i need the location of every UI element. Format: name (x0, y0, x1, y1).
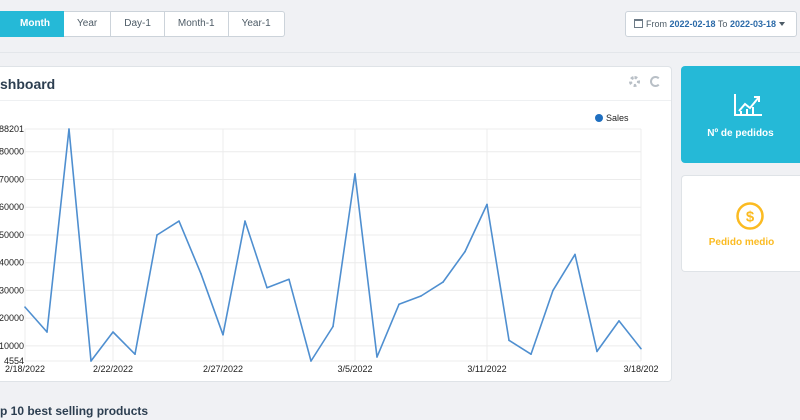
tab-day-1[interactable]: Day-1 (111, 11, 165, 37)
sales-line-chart: 88201 80000 70000 60000 50000 40000 30000 20000… (0, 113, 659, 374)
section-title: p 10 best selling products (0, 404, 149, 418)
tab-month[interactable]: Month (0, 11, 64, 37)
data-point (530, 353, 532, 356)
y-tick-label: 88201 (0, 124, 24, 134)
data-point (442, 281, 444, 283)
tab-year-1[interactable]: Year-1 (228, 11, 285, 37)
panel-title: shboard (0, 76, 56, 92)
chevron-down-icon (778, 22, 785, 26)
y-tick-label: 60000 (0, 202, 24, 212)
x-tick-label: 2/18/2022 (5, 364, 45, 374)
panel-header: shboard (0, 67, 671, 101)
x-tick-label: 3/18/202 (623, 364, 658, 374)
chart-up-icon (734, 94, 762, 116)
period-selector: Month Year Day-1 Month-1 Year-1 (0, 11, 285, 37)
tab-month-1[interactable]: Month-1 (164, 11, 229, 37)
data-point (266, 286, 268, 289)
data-point (574, 253, 576, 256)
date-from-value: 2022-02-18 (669, 19, 716, 29)
data-point (68, 128, 70, 130)
data-point (376, 356, 378, 358)
data-point (618, 320, 620, 322)
x-tick-label: 3/11/2022 (467, 364, 506, 374)
date-from-label: From (646, 19, 667, 29)
y-tick-label: 80000 (0, 147, 24, 157)
data-point (112, 331, 114, 333)
kpi-average-label: Pedido medio (708, 237, 775, 248)
kpi-orders-card[interactable]: Nº de pedidos (681, 66, 800, 163)
x-tick-label: 2/22/2022 (93, 364, 133, 374)
data-point (178, 220, 180, 222)
data-point (156, 234, 158, 236)
y-tick-label: 40000 (0, 258, 24, 268)
data-point (332, 325, 334, 328)
header-divider (0, 52, 800, 53)
panel-tools (629, 76, 661, 87)
data-point (244, 220, 246, 222)
y-tick-label: 30000 (0, 285, 24, 295)
data-point (486, 203, 488, 206)
kpi-average-card[interactable]: $ Pedido medio (681, 175, 800, 272)
legend-label: Sales (606, 113, 629, 123)
data-point (90, 360, 92, 362)
data-point (310, 360, 312, 362)
data-point (24, 306, 26, 308)
data-point (640, 347, 642, 350)
data-point (552, 289, 554, 292)
tab-year[interactable]: Year (64, 11, 112, 37)
calendar-icon (634, 19, 643, 28)
data-point (134, 353, 136, 356)
y-tick-label: 4554 (4, 356, 24, 366)
legend-swatch (595, 114, 603, 122)
data-point (508, 339, 510, 342)
y-tick-label: 10000 (0, 341, 24, 351)
date-to-value: 2022-03-18 (729, 19, 776, 29)
data-point (46, 331, 48, 333)
date-range-picker[interactable]: From 2022-02-18 To 2022-03-18 (625, 11, 797, 37)
data-point (420, 295, 422, 297)
kpi-orders-label: Nº de pedidos (707, 128, 774, 139)
data-point (354, 173, 356, 175)
gear-icon[interactable] (629, 76, 640, 87)
date-to-label: To (717, 19, 728, 29)
dollar-coin-icon: $ (736, 202, 764, 230)
data-point (398, 303, 400, 306)
x-tick-label: 3/5/2022 (337, 364, 372, 374)
y-tick-label: 20000 (0, 313, 24, 323)
data-point (288, 278, 290, 281)
x-tick-label: 2/27/2022 (203, 364, 243, 374)
dashboard-panel: shboard 88201 80000 70000 60000 50000 40000 30… (0, 66, 672, 382)
data-point (222, 334, 224, 336)
y-tick-label: 50000 (0, 230, 24, 240)
refresh-icon[interactable] (650, 76, 661, 87)
svg-text:$: $ (746, 209, 755, 226)
y-tick-label: 70000 (0, 174, 24, 184)
data-point (464, 250, 466, 253)
data-point (200, 272, 202, 275)
data-point (596, 350, 598, 353)
